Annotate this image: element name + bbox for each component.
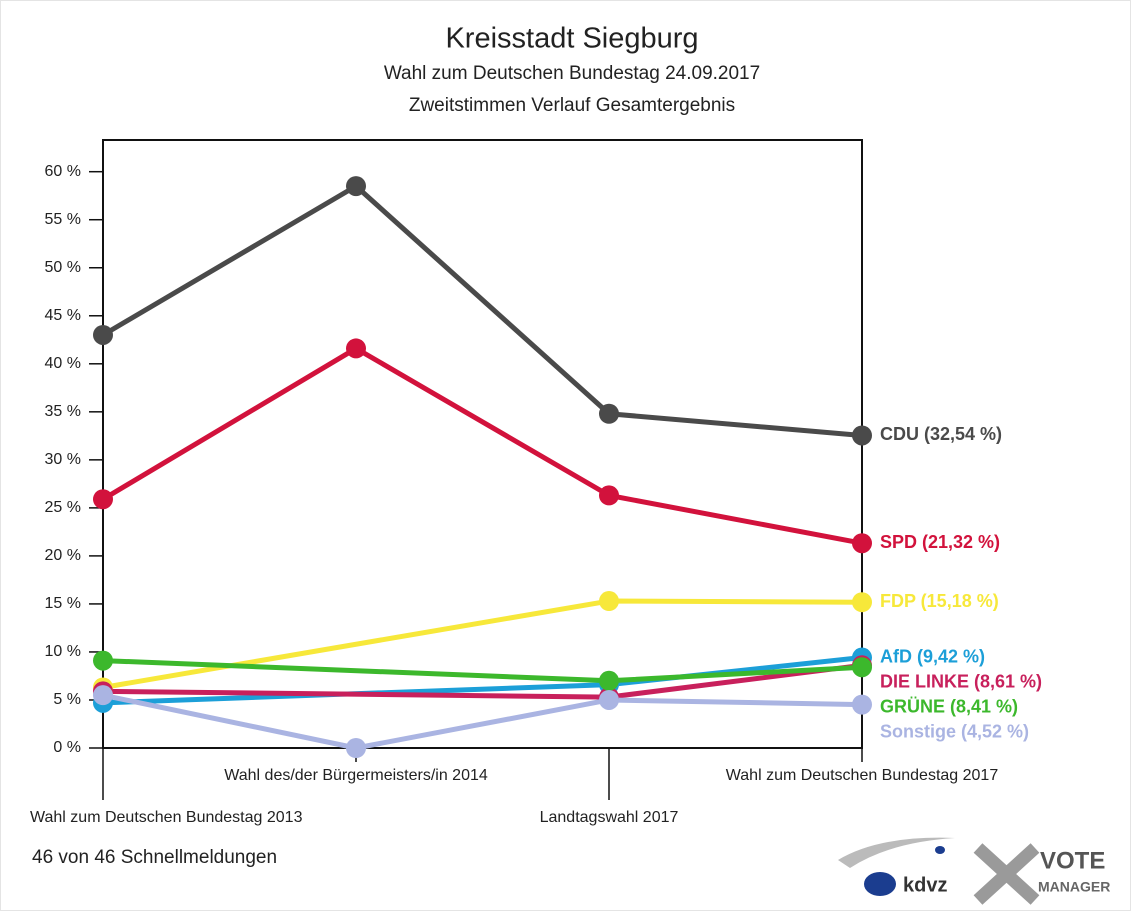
footer: 46 von 46 Schnellmeldungen	[32, 847, 277, 868]
point	[852, 657, 872, 678]
y-tick-label: 45 %	[45, 307, 81, 324]
point	[599, 591, 619, 612]
legend-label: SPD (21,32 %)	[880, 532, 1000, 552]
point	[599, 689, 619, 710]
logo-dot	[935, 846, 945, 854]
point	[346, 738, 366, 758]
y-tick-label: 35 %	[45, 403, 81, 420]
point	[346, 338, 366, 359]
logo-text: VOTE	[1040, 847, 1105, 874]
point	[852, 694, 872, 715]
series-line	[101, 183, 863, 438]
point	[93, 489, 113, 510]
point	[93, 685, 113, 706]
legend-label: GRÜNE (8,41 %)	[880, 696, 1018, 716]
y-tick-label: 25 %	[45, 499, 81, 516]
y-tick-label: 55 %	[45, 211, 81, 228]
point	[93, 650, 113, 671]
logo: kdvz VOTE MANAGER	[838, 837, 1110, 905]
logo-swoosh	[838, 837, 955, 868]
y-tick-label: 5 %	[53, 691, 81, 708]
y-tick-label: 15 %	[45, 595, 81, 612]
point	[599, 485, 619, 506]
y-tick-label: 0 %	[53, 739, 81, 756]
logo-text: kdvz	[903, 874, 947, 896]
y-tick-label: 30 %	[45, 451, 81, 468]
point	[852, 425, 872, 446]
x-tick-label: Wahl des/der Bürgermeisters/in 2014	[224, 767, 488, 784]
point	[93, 324, 113, 345]
legend-label: Sonstige (4,52 %)	[880, 721, 1029, 741]
point	[599, 403, 619, 424]
legend-label: FDP (15,18 %)	[880, 591, 999, 611]
legend-label: CDU (32,54 %)	[880, 424, 1002, 444]
x-tick-label: Wahl zum Deutschen Bundestag 2017	[726, 767, 999, 784]
y-tick-label: 20 %	[45, 547, 81, 564]
chart-subtitle: Wahl zum Deutschen Bundestag 24.09.2017	[384, 63, 760, 84]
point	[599, 670, 619, 691]
y-tick-label: 10 %	[45, 643, 81, 660]
point	[852, 592, 872, 613]
series-line	[101, 345, 863, 546]
legend-label: AfD (9,42 %)	[880, 646, 985, 666]
point	[852, 533, 872, 554]
point	[346, 176, 366, 197]
x-tick-label: Wahl zum Deutschen Bundestag 2013	[30, 809, 303, 826]
y-tick-label: 40 %	[45, 355, 81, 372]
y-tick-label: 50 %	[45, 259, 81, 276]
legend-label: DIE LINKE (8,61 %)	[880, 671, 1042, 691]
chart-subtitle: Zweitstimmen Verlauf Gesamtergebnis	[409, 95, 735, 116]
x-tick-label: Landtagswahl 2017	[540, 809, 679, 826]
logo-dot	[864, 872, 896, 896]
y-tick-label: 60 %	[45, 163, 81, 180]
chart-title: Kreisstadt Siegburg	[445, 23, 698, 55]
logo-text: MANAGER	[1038, 879, 1110, 895]
logo-x	[973, 843, 1040, 905]
series-line	[102, 692, 863, 751]
